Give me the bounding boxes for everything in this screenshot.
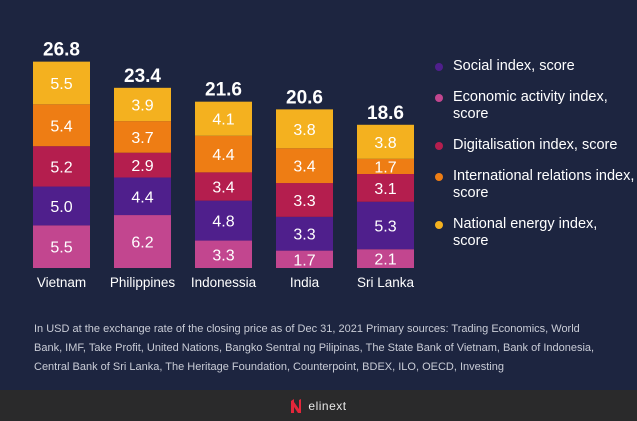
- bar-segment: [33, 146, 90, 187]
- legend: Social index, score Economic activity ind…: [435, 58, 635, 264]
- bar-segment: [114, 177, 171, 216]
- segment-label: 3.9: [131, 97, 153, 114]
- legend-item: Economic activity index, score: [435, 89, 635, 123]
- legend-item: Digitalisation index, score: [435, 137, 635, 154]
- source-note: In USD at the exchange rate of the closi…: [34, 323, 595, 373]
- legend-label: International relations index, score: [453, 168, 635, 201]
- total-label: 20.6: [286, 87, 323, 108]
- segment-label: 3.8: [293, 122, 315, 139]
- segment-label: 4.4: [212, 147, 234, 164]
- segment-label: 5.2: [50, 159, 72, 176]
- legend-dot-icon: [435, 63, 443, 71]
- bar-segment: [357, 124, 414, 159]
- total-label: 26.8: [43, 40, 80, 61]
- legend-item: Social index, score: [435, 58, 635, 75]
- logo-text: elinext: [308, 398, 347, 413]
- bar-segment: [114, 87, 171, 122]
- segment-label: 2.1: [374, 252, 396, 269]
- segment-label: 3.3: [293, 227, 315, 244]
- bar-segment: [33, 61, 90, 105]
- legend-dot-icon: [435, 94, 443, 102]
- legend-label: National energy index, score: [453, 216, 598, 249]
- category-label: Vietnam: [37, 275, 86, 290]
- bar-segment: [114, 215, 171, 268]
- category-label: Indonessia: [191, 275, 257, 290]
- legend-dot-icon: [435, 221, 443, 229]
- bar-segment: [195, 200, 252, 241]
- legend-item: National energy index, score: [435, 216, 635, 250]
- segment-label: 3.3: [212, 247, 234, 264]
- elinext-logo-icon: [291, 398, 302, 413]
- category-label: Philippines: [110, 275, 176, 290]
- bar-segment: [276, 216, 333, 251]
- segment-label: 6.2: [131, 235, 153, 252]
- legend-item: International relations index, score: [435, 168, 635, 202]
- segment-label: 2.9: [131, 158, 153, 175]
- segment-label: 3.8: [374, 135, 396, 152]
- segment-label: 3.4: [293, 159, 315, 176]
- bar-segment: [195, 101, 252, 136]
- bar-segment: [33, 225, 90, 268]
- legend-dot-icon: [435, 142, 443, 150]
- total-label: 21.6: [205, 80, 242, 101]
- footer: elinext: [0, 390, 637, 421]
- bar-segment: [195, 172, 252, 201]
- segment-label: 1.7: [293, 252, 315, 269]
- segment-label: 3.4: [212, 180, 234, 197]
- segment-label: 5.4: [50, 118, 72, 135]
- bar-segment: [195, 240, 252, 268]
- bar-segment: [114, 152, 171, 178]
- bar-segment: [33, 186, 90, 226]
- segment-label: 3.1: [374, 181, 396, 198]
- category-label: Sri Lanka: [357, 275, 415, 290]
- stacked-bar-chart: 5.5 5.0 5.2 5.4 5.5 26.8 Vietnam 6.2 4.4 2.9 3.7 3.…: [33, 40, 415, 290]
- bar-segment: [195, 135, 252, 173]
- segment-label: 4.4: [131, 189, 153, 206]
- segment-label: 4.1: [212, 112, 234, 129]
- segment-label: 5.5: [50, 76, 72, 93]
- bar-segment: [357, 158, 414, 175]
- legend-label: Social index, score: [453, 58, 575, 74]
- bar-segment: [276, 250, 333, 268]
- legend-label: Digitalisation index, score: [453, 137, 618, 153]
- segment-label: 3.3: [293, 193, 315, 210]
- segment-label: 5.0: [50, 199, 72, 216]
- bar-segment: [357, 201, 414, 250]
- bar-segment: [276, 109, 333, 149]
- segment-label: 5.5: [50, 240, 72, 257]
- bar-segment: [276, 148, 333, 184]
- segment-label: 4.8: [212, 214, 234, 231]
- segment-label: 1.7: [374, 159, 396, 176]
- category-label: India: [290, 275, 320, 290]
- legend-label: Economic activity index, score: [453, 89, 608, 122]
- bar-segment: [357, 249, 414, 268]
- legend-dot-icon: [435, 173, 443, 181]
- total-label: 23.4: [124, 66, 161, 87]
- total-label: 18.6: [367, 103, 404, 124]
- bar-segment: [357, 174, 414, 202]
- segment-label: 3.7: [131, 130, 153, 147]
- bar-segment: [33, 104, 90, 147]
- segment-label: 5.3: [374, 218, 396, 235]
- bar-segment: [114, 121, 171, 153]
- bar-segment: [276, 183, 333, 217]
